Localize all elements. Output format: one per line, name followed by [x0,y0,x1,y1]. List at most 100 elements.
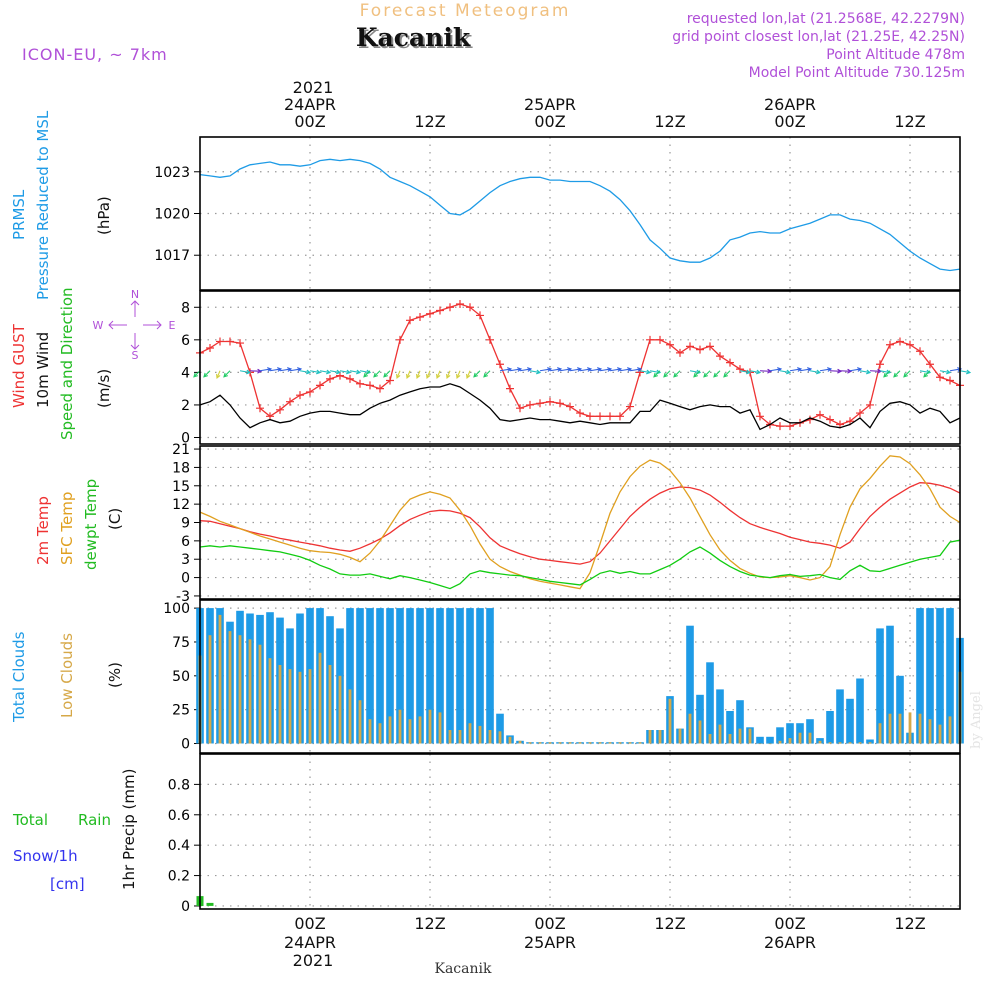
top-hour-label: 12Z [894,112,925,131]
compass-north: N [131,288,139,301]
gust-marker [376,384,384,393]
compass-rose: N S W E [93,288,176,362]
wind-direction-arrow [473,370,481,378]
low-cloud-bar [308,669,312,744]
low-cloud-bar [878,723,882,744]
gust-marker [616,412,624,421]
gust-marker [946,376,954,385]
gust-marker [906,340,914,349]
gust-marker [356,379,364,388]
y-tick-label: 6 [181,333,190,349]
low-cloud-bar [838,742,842,744]
total-cloud-bar [476,608,484,744]
low-cloud-bar [348,689,352,744]
wind-direction-arrow [819,367,833,372]
low-cloud-bar [368,719,372,744]
total-cloud-bar [496,713,504,744]
wind-direction-arrow [589,367,603,372]
wind-direction-arrow [949,367,963,372]
wind-speed-dir-label: Speed and Direction [58,287,76,440]
y-tick-label: 75 [172,635,190,651]
total-cloud-bar [836,689,844,744]
wind-direction-arrow [349,369,362,375]
total-cloud-bar [936,608,944,744]
wind-direction-arrow [759,368,773,374]
panel-frame [199,136,961,291]
total-cloud-bar [946,608,954,744]
compass-arrows [108,300,162,350]
total-cloud-bar [486,608,494,744]
total-cloud-bar [826,711,834,744]
top-hour-label: 00Z [774,112,805,131]
footer-station: Kacanik [435,961,492,977]
low-cloud-bar [428,709,432,744]
wind-direction-arrow [579,367,593,372]
low-cloud-bar [518,740,522,744]
gust-marker [526,400,534,409]
gust-marker [626,402,634,411]
wind-direction-arrow [446,370,451,380]
wind-direction-arrow [749,369,762,375]
station-title: Kacanik [356,23,471,52]
wind-direction-arrow [339,369,352,375]
wind-direction-arrow [569,367,583,372]
pressure-labels: PRMSL Pressure Reduced to MSL (hPa) [10,110,113,300]
bottom-hour-label: 00Z [534,914,565,933]
model-label: ICON-EU, ~ 7km [22,45,168,64]
panel-frame [199,753,961,910]
top-hour-label: 12Z [654,112,685,131]
low-cloud-bar [708,734,712,744]
gust-marker [936,373,944,382]
wind-direction-arrow [396,370,401,380]
wind-direction-arrow [653,370,661,378]
low-cloud-bar [548,742,552,744]
gust-marker [286,397,294,406]
low-cloud-bar [948,716,952,744]
gust-marker [686,342,694,351]
y-tick-label: 9 [181,516,190,532]
wind-direction-arrow [549,367,563,372]
wind-direction-arrow [893,370,901,378]
top-date-label: 26APR [764,95,816,114]
y-tick-label: 8 [181,300,190,316]
total-cloud-bar [436,608,444,744]
low-cloud-bar [668,698,672,744]
wind-direction-arrow [383,370,391,378]
wind-direction-arrow [319,369,332,375]
total-cloud-bar [466,608,474,744]
low-cloud-bar [868,742,872,744]
wind-direction-arrow [203,370,211,378]
series-sfc-temp-line [199,455,961,590]
low-cloud-bar [568,742,572,744]
panel-temperature: -3 0 3 6 9 12 15 18 21 [172,442,961,605]
wind-direction-arrow [693,370,701,378]
y-tick-label: 3 [181,552,190,568]
wind-direction-arrow [299,369,312,375]
wind-unit-label: (m/s) [95,369,113,408]
low-cloud-bar [778,740,782,744]
wind-direction-arrow [499,367,513,372]
gust-marker [886,340,894,349]
y-tick-label: 0 [181,737,190,753]
station-title-shadow: Kacanik [358,25,473,54]
low-cloud-bar [788,738,792,744]
low-cloud-bar [588,742,592,744]
wind-direction-arrow [883,370,891,378]
low-cloud-bar [328,665,332,744]
wind-direction-arrow [849,367,863,372]
total-label: Total [12,811,48,829]
gust-marker [486,335,494,344]
wind-direction-arrow [529,369,542,375]
total-cloud-bar [866,739,874,744]
low-cloud-bar [418,716,422,744]
gust-marker [826,415,834,424]
total-cloud-bar [926,608,934,744]
gust-marker [926,360,934,369]
low-cloud-bar [468,723,472,744]
gust-marker [576,409,584,418]
gust-marker [606,412,614,421]
low-cloud-bar [718,724,722,744]
compass-east: E [169,319,176,332]
gust-marker [436,306,444,315]
clouds-unit-label: (%) [106,662,124,688]
